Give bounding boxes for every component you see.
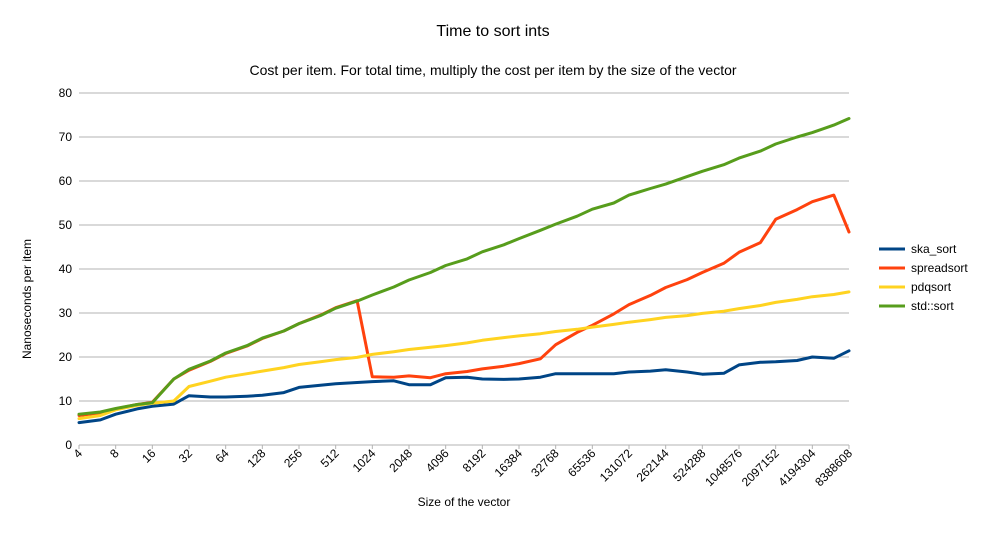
y-tick-label: 60 <box>59 174 73 188</box>
y-tick-label: 10 <box>59 394 73 408</box>
x-tick-label: 1024 <box>350 446 379 475</box>
x-tick-label: 32768 <box>528 446 562 480</box>
chart-title: Time to sort ints <box>436 23 549 40</box>
y-tick-label: 80 <box>59 86 73 100</box>
x-tick-label: 64 <box>212 446 232 466</box>
x-tick-label: 256 <box>281 446 305 470</box>
y-tick-label: 70 <box>59 130 73 144</box>
legend-label: std::sort <box>911 299 954 313</box>
x-tick-label: 2097152 <box>739 446 782 489</box>
x-tick-label: 8192 <box>460 446 489 475</box>
x-tick-label: 16384 <box>492 446 526 480</box>
chart-subtitle: Cost per item. For total time, multiply … <box>249 62 736 78</box>
legend-label: pdqsort <box>911 280 952 294</box>
x-tick-label: 8388608 <box>812 446 855 489</box>
y-axis-title: Nanoseconds per item <box>20 239 34 359</box>
x-tick-label: 32 <box>176 446 196 466</box>
legend-label: spreadsort <box>911 261 968 275</box>
x-tick-label: 512 <box>318 446 342 470</box>
x-tick-label: 131072 <box>597 446 635 484</box>
y-tick-labels: 0 10 20 30 40 50 60 70 80 <box>59 86 73 452</box>
series-layer <box>77 117 851 425</box>
x-tick-label: 128 <box>244 446 268 470</box>
x-tick-label: 4 <box>70 446 85 461</box>
series-line-spreadsort <box>77 193 851 417</box>
x-tick-labels: 4 8 16 32 64 128 256 512 1024 2048 4096 8192 16384 32… <box>70 445 855 489</box>
x-tick-label: 4096 <box>423 446 452 475</box>
x-tick-label: 1048576 <box>702 446 745 489</box>
series-line-std-sort <box>77 117 851 416</box>
x-tick-label: 262144 <box>634 446 672 484</box>
series-line-ska-sort <box>77 349 851 425</box>
y-tick-label: 40 <box>59 262 73 276</box>
series-line-pdqsort <box>77 290 851 421</box>
x-tick-label: 4194304 <box>776 446 819 489</box>
x-axis-title: Size of the vector <box>418 495 511 509</box>
y-tick-label: 30 <box>59 306 73 320</box>
x-tick-label: 2048 <box>386 446 415 475</box>
legend-label: ska_sort <box>911 242 957 256</box>
y-tick-label: 20 <box>59 350 73 364</box>
x-tick-label: 65536 <box>565 446 599 480</box>
y-tick-label: 0 <box>65 438 72 452</box>
x-tick-label: 8 <box>107 446 122 461</box>
y-tick-label: 50 <box>59 218 73 232</box>
gridlines <box>79 92 849 402</box>
x-tick-label: 16 <box>139 446 159 466</box>
